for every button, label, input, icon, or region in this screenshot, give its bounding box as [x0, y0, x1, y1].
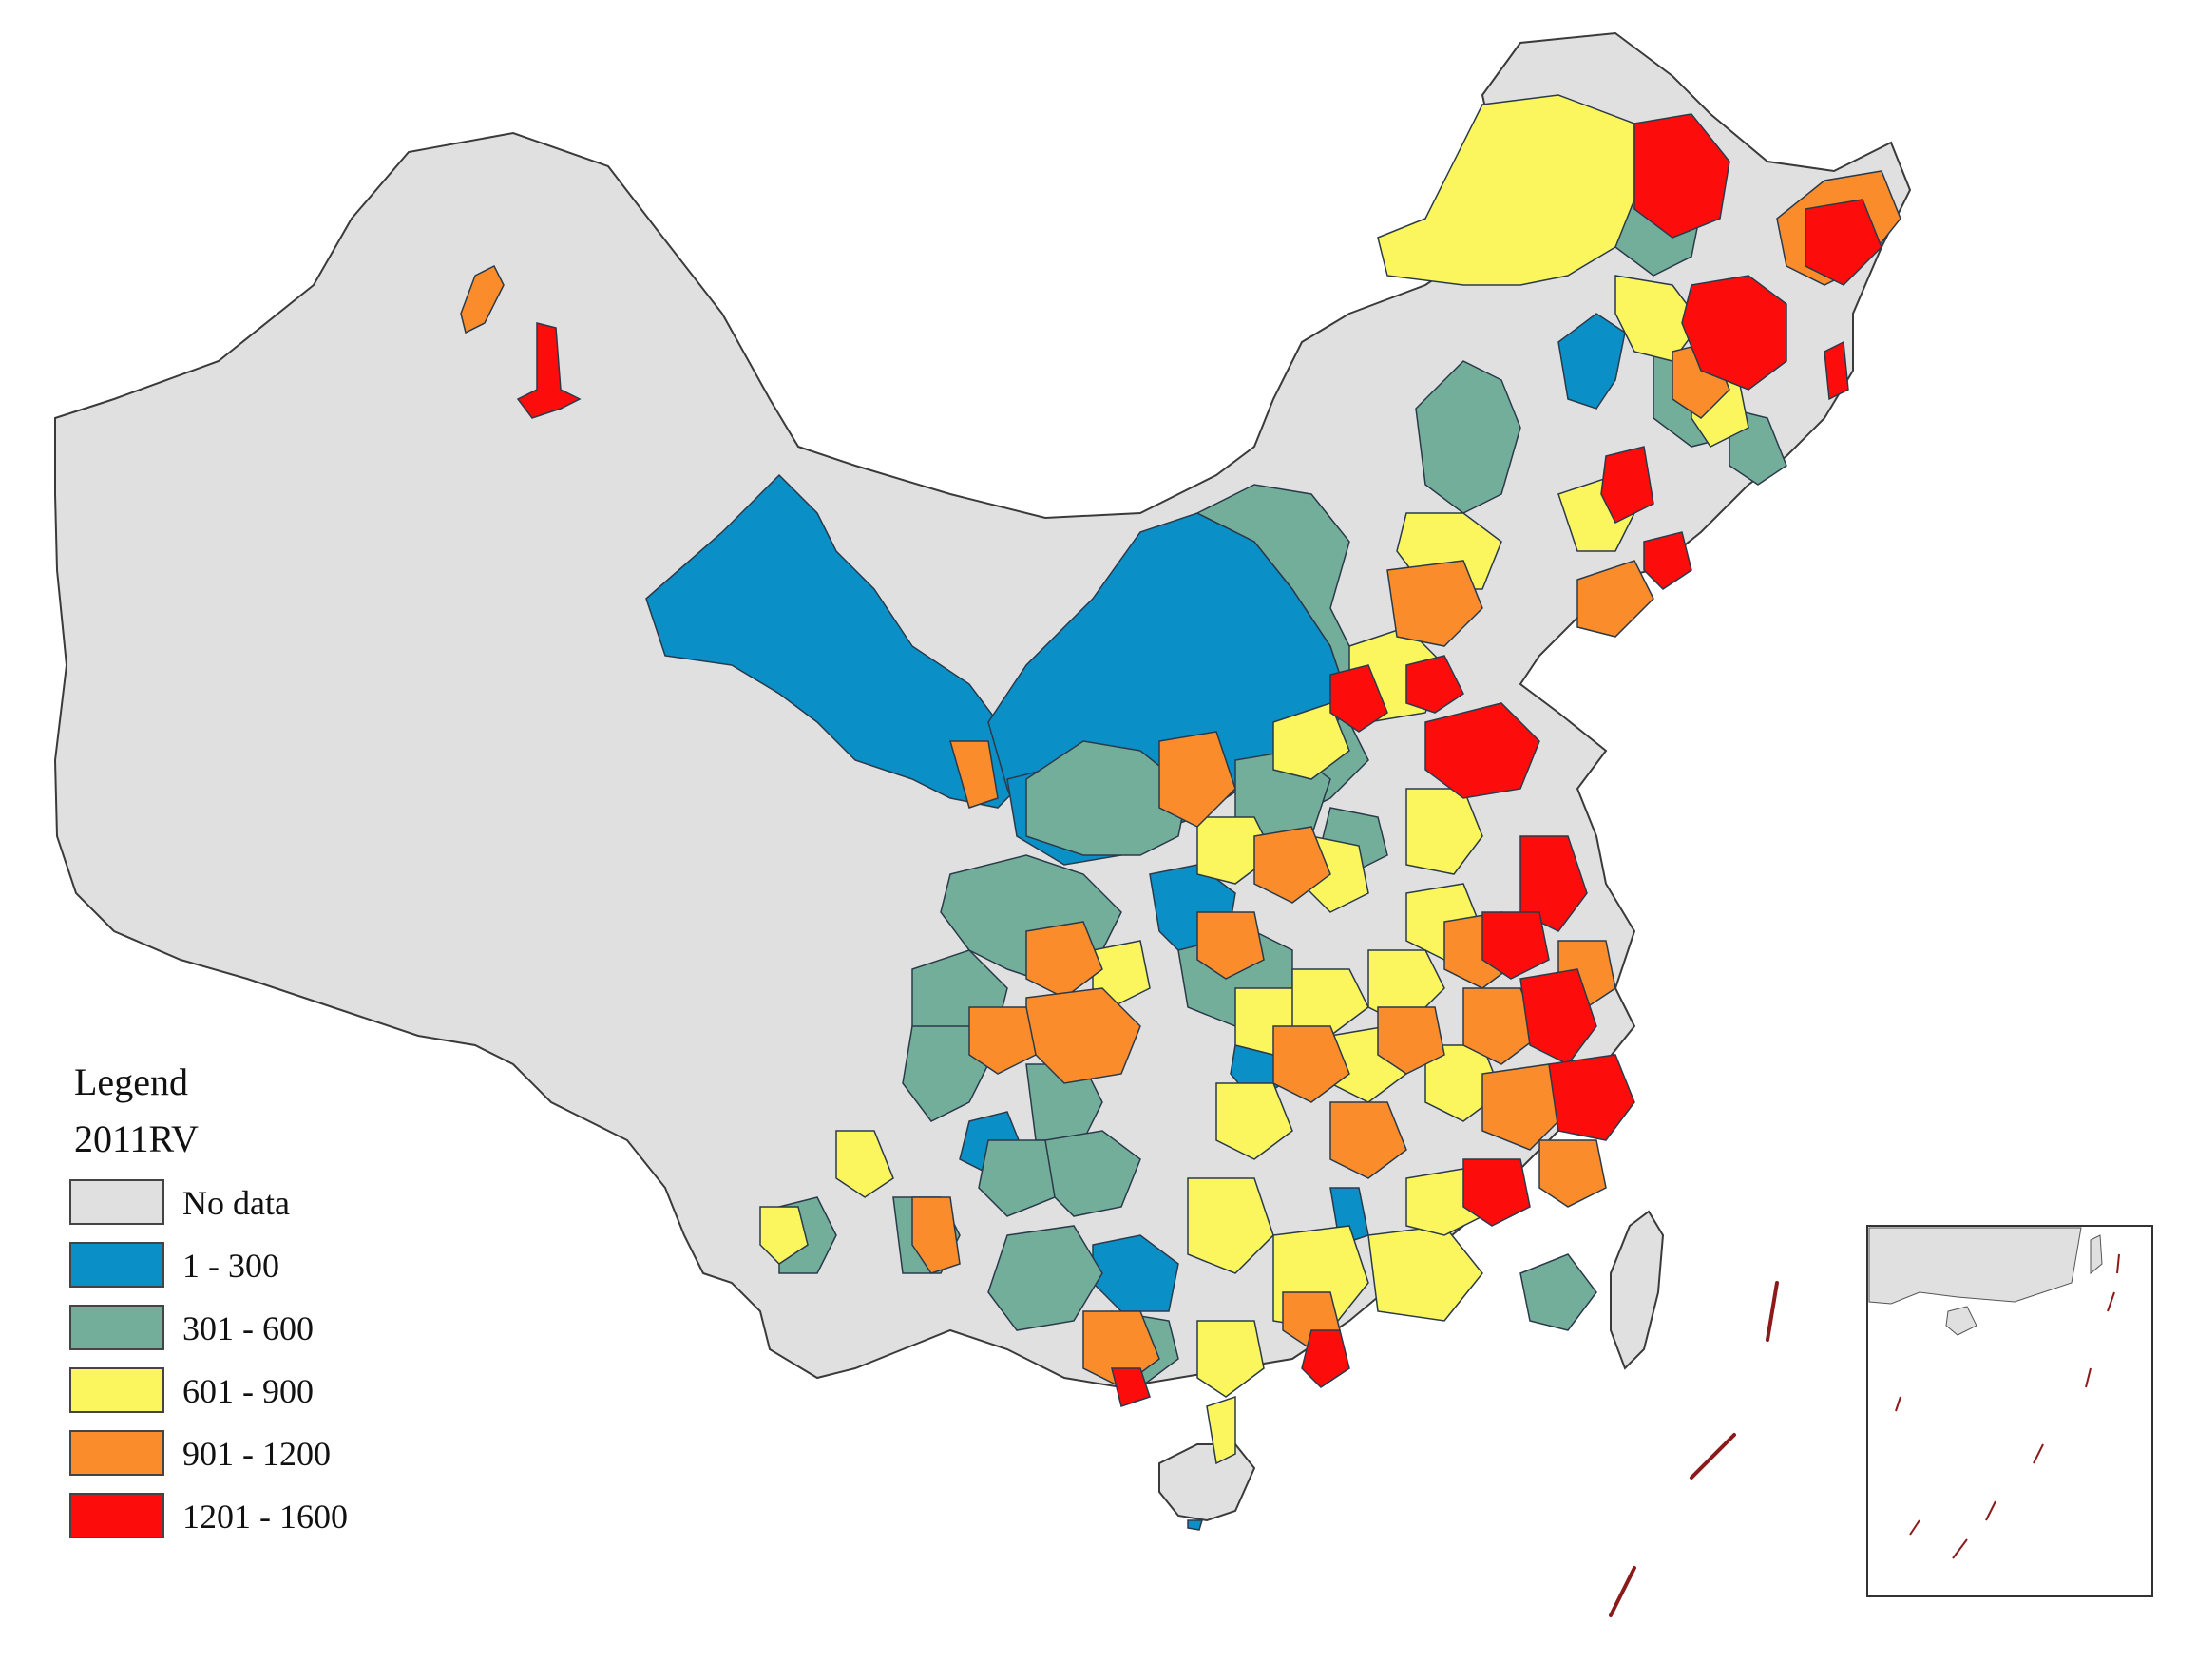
legend-swatch — [69, 1242, 164, 1288]
legend-label: 301 - 600 — [182, 1309, 314, 1347]
legend-swatch — [69, 1305, 164, 1350]
legend-swatch — [69, 1367, 164, 1413]
legend-label: No data — [182, 1184, 290, 1222]
legend-swatch — [69, 1493, 164, 1538]
legend-label: 901 - 1200 — [182, 1435, 331, 1473]
legend-classes: No data 1 - 300 301 - 600 601 - 900 901 - 12… — [69, 1179, 348, 1538]
legend-label: 1201 - 1600 — [182, 1498, 348, 1536]
yellow-regions — [759, 94, 1749, 1465]
south-china-sea-inset — [1866, 1225, 2153, 1597]
legend: Legend 2011RV — [74, 1060, 199, 1160]
legend-label: 601 - 900 — [182, 1372, 314, 1410]
nine-dash-line — [1609, 1281, 1779, 1617]
legend-swatch — [69, 1430, 164, 1476]
taiwan-island — [1610, 1210, 1665, 1370]
legend-swatch — [69, 1179, 164, 1225]
legend-subtitle: 2011RV — [74, 1117, 199, 1160]
legend-title: Legend — [74, 1060, 188, 1103]
red-regions — [516, 113, 1882, 1407]
legend-label: 1 - 300 — [182, 1247, 279, 1285]
hainan-island — [1158, 1443, 1256, 1522]
